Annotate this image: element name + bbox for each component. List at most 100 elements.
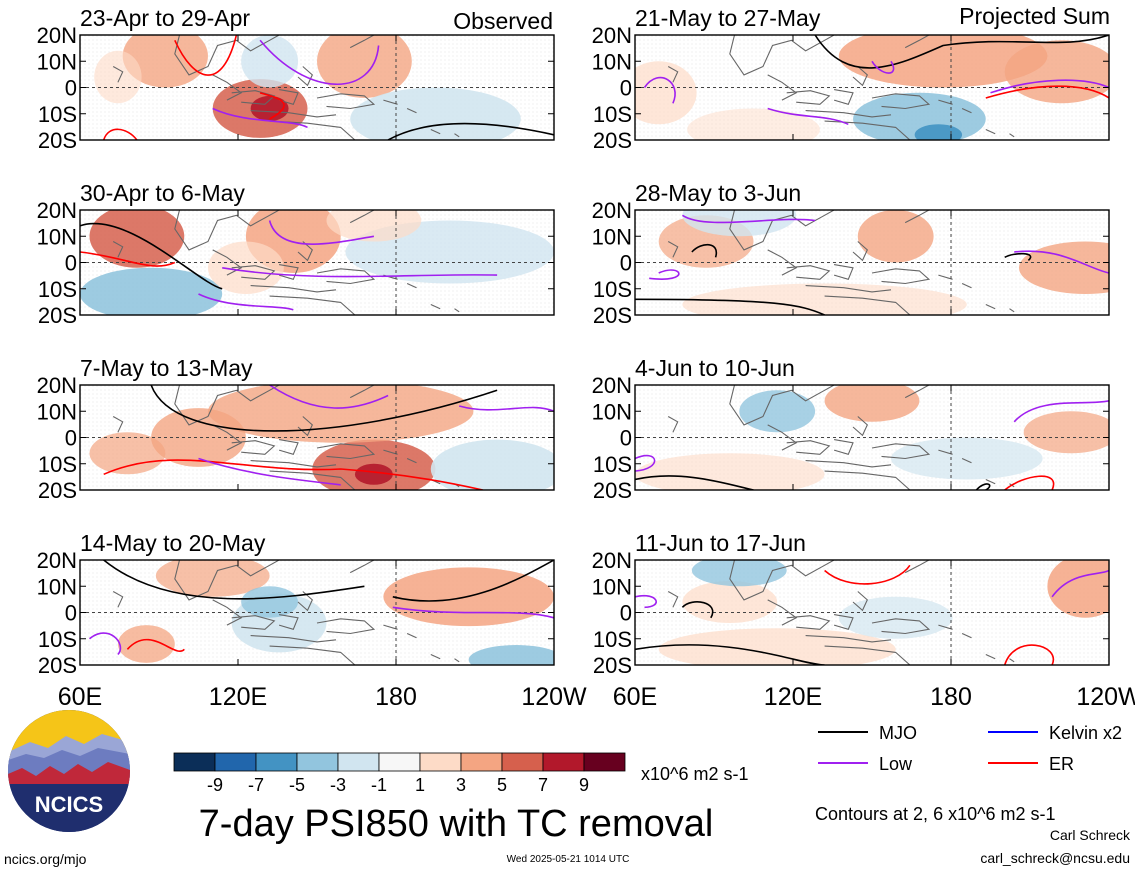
anomaly-3	[682, 283, 967, 315]
coastline-8	[349, 385, 375, 399]
anomaly-0	[824, 385, 920, 422]
coastline-4	[297, 591, 313, 612]
coastline-11	[985, 653, 996, 660]
contour-2	[1004, 475, 1055, 490]
lat-label: 10N	[37, 399, 77, 424]
panel-title: 7-May to 13-May	[80, 355, 253, 381]
contour-2	[1003, 644, 1055, 665]
coastline-9	[938, 449, 953, 455]
anomaly-3	[117, 625, 175, 663]
coastline-12	[1009, 658, 1015, 663]
anomaly-4	[838, 596, 953, 639]
coastline-10	[961, 282, 972, 289]
colorbar-tick-7: 5	[497, 775, 507, 795]
coastline-1	[212, 249, 243, 276]
lat-label: 20S	[593, 653, 632, 678]
coastline-10	[961, 457, 972, 464]
anomaly-2	[250, 95, 289, 122]
coastline-11	[430, 303, 441, 310]
coastline-12	[454, 133, 460, 138]
contour-4	[458, 405, 554, 413]
contour-1	[392, 560, 554, 602]
coastline-3	[833, 89, 854, 105]
colorbar-swatch-3	[296, 752, 339, 772]
lat-label: 10S	[38, 277, 77, 302]
lon-label-120w: 120W	[1076, 683, 1135, 711]
contour-4	[88, 632, 122, 656]
coastline-7	[824, 645, 911, 665]
coastline-5	[805, 110, 892, 118]
ncics-logo: NCICS	[8, 710, 130, 832]
colorbar-tick-2: -5	[289, 775, 305, 795]
lat-label: 20N	[37, 198, 77, 223]
contour-3	[269, 385, 389, 409]
colorbar-swatch-4	[337, 752, 380, 772]
contour-0	[150, 385, 498, 432]
anomaly-3	[739, 390, 816, 433]
coastline-3	[833, 264, 854, 280]
legend-label-2: Low	[879, 754, 913, 774]
coastline-11	[430, 653, 441, 660]
lat-label: 10S	[593, 102, 632, 127]
coastline-6	[316, 443, 376, 460]
panel-title: 11-Jun to 17-Jun	[635, 530, 806, 556]
contour-2	[1014, 250, 1109, 274]
contour-3	[824, 564, 911, 585]
lat-label: 0	[65, 426, 77, 451]
contour-1	[103, 459, 484, 490]
lon-label-180: 180	[375, 683, 417, 711]
coastline-9	[938, 99, 953, 105]
lat-label: 20N	[592, 23, 632, 48]
coastline-8	[904, 560, 930, 574]
lat-label: 0	[65, 601, 77, 626]
lat-label: 10N	[592, 224, 632, 249]
coastline-3	[833, 614, 854, 630]
coastline-1	[767, 249, 798, 276]
anomaly-2	[635, 61, 697, 125]
lat-label: 20N	[592, 198, 632, 223]
coastline-8	[349, 35, 375, 49]
contour-3	[126, 638, 185, 652]
coastline-1	[767, 424, 798, 451]
coastline-2	[231, 440, 276, 455]
colorbar-tick-5: 1	[415, 775, 425, 795]
anomaly-3	[691, 560, 787, 587]
timestamp: Wed 2025-05-21 1014 UTC	[507, 854, 630, 865]
coastline-2	[786, 90, 831, 105]
colorbar: -9 -7 -5 -3 -1 1 3 5 7 9	[173, 752, 626, 795]
lat-label: 10S	[593, 452, 632, 477]
legend-label-3: ER	[1049, 754, 1074, 774]
lat-label: 20N	[37, 548, 77, 573]
anomaly-1	[354, 463, 393, 485]
anomaly-5	[326, 210, 422, 242]
contour-0	[1013, 400, 1109, 423]
coastline-8	[904, 385, 930, 399]
lat-label: 0	[65, 76, 77, 101]
coastline-4	[297, 66, 313, 87]
coastline-3	[833, 439, 854, 455]
anomaly-3	[207, 241, 284, 294]
contour-0	[635, 298, 825, 315]
lat-label: 20S	[593, 303, 632, 328]
coastline-12	[1009, 308, 1015, 313]
lon-axis-right: 60E 120E 180 120W	[613, 683, 1135, 711]
coastline-10	[406, 632, 417, 639]
lat-label: 10S	[593, 627, 632, 652]
coastline-0	[729, 560, 835, 601]
anomaly-4	[914, 124, 963, 140]
figure-title: 7-day PSI850 with TC removal	[199, 803, 714, 845]
lon-axis-left: 60E 120E 180 120W	[58, 683, 587, 711]
lat-label: 10N	[592, 49, 632, 74]
author-email: carl_schreck@ncsu.edu	[980, 850, 1130, 866]
coastline-6	[316, 618, 376, 635]
coastline-0	[729, 35, 835, 76]
site-url: ncics.org/mjo	[4, 851, 87, 867]
coastline-12	[454, 658, 460, 663]
coastline-13	[112, 416, 124, 433]
lat-label: 20S	[593, 478, 632, 503]
contour-0	[103, 560, 365, 600]
lat-label: 10S	[38, 452, 77, 477]
anomaly-5	[89, 432, 166, 475]
